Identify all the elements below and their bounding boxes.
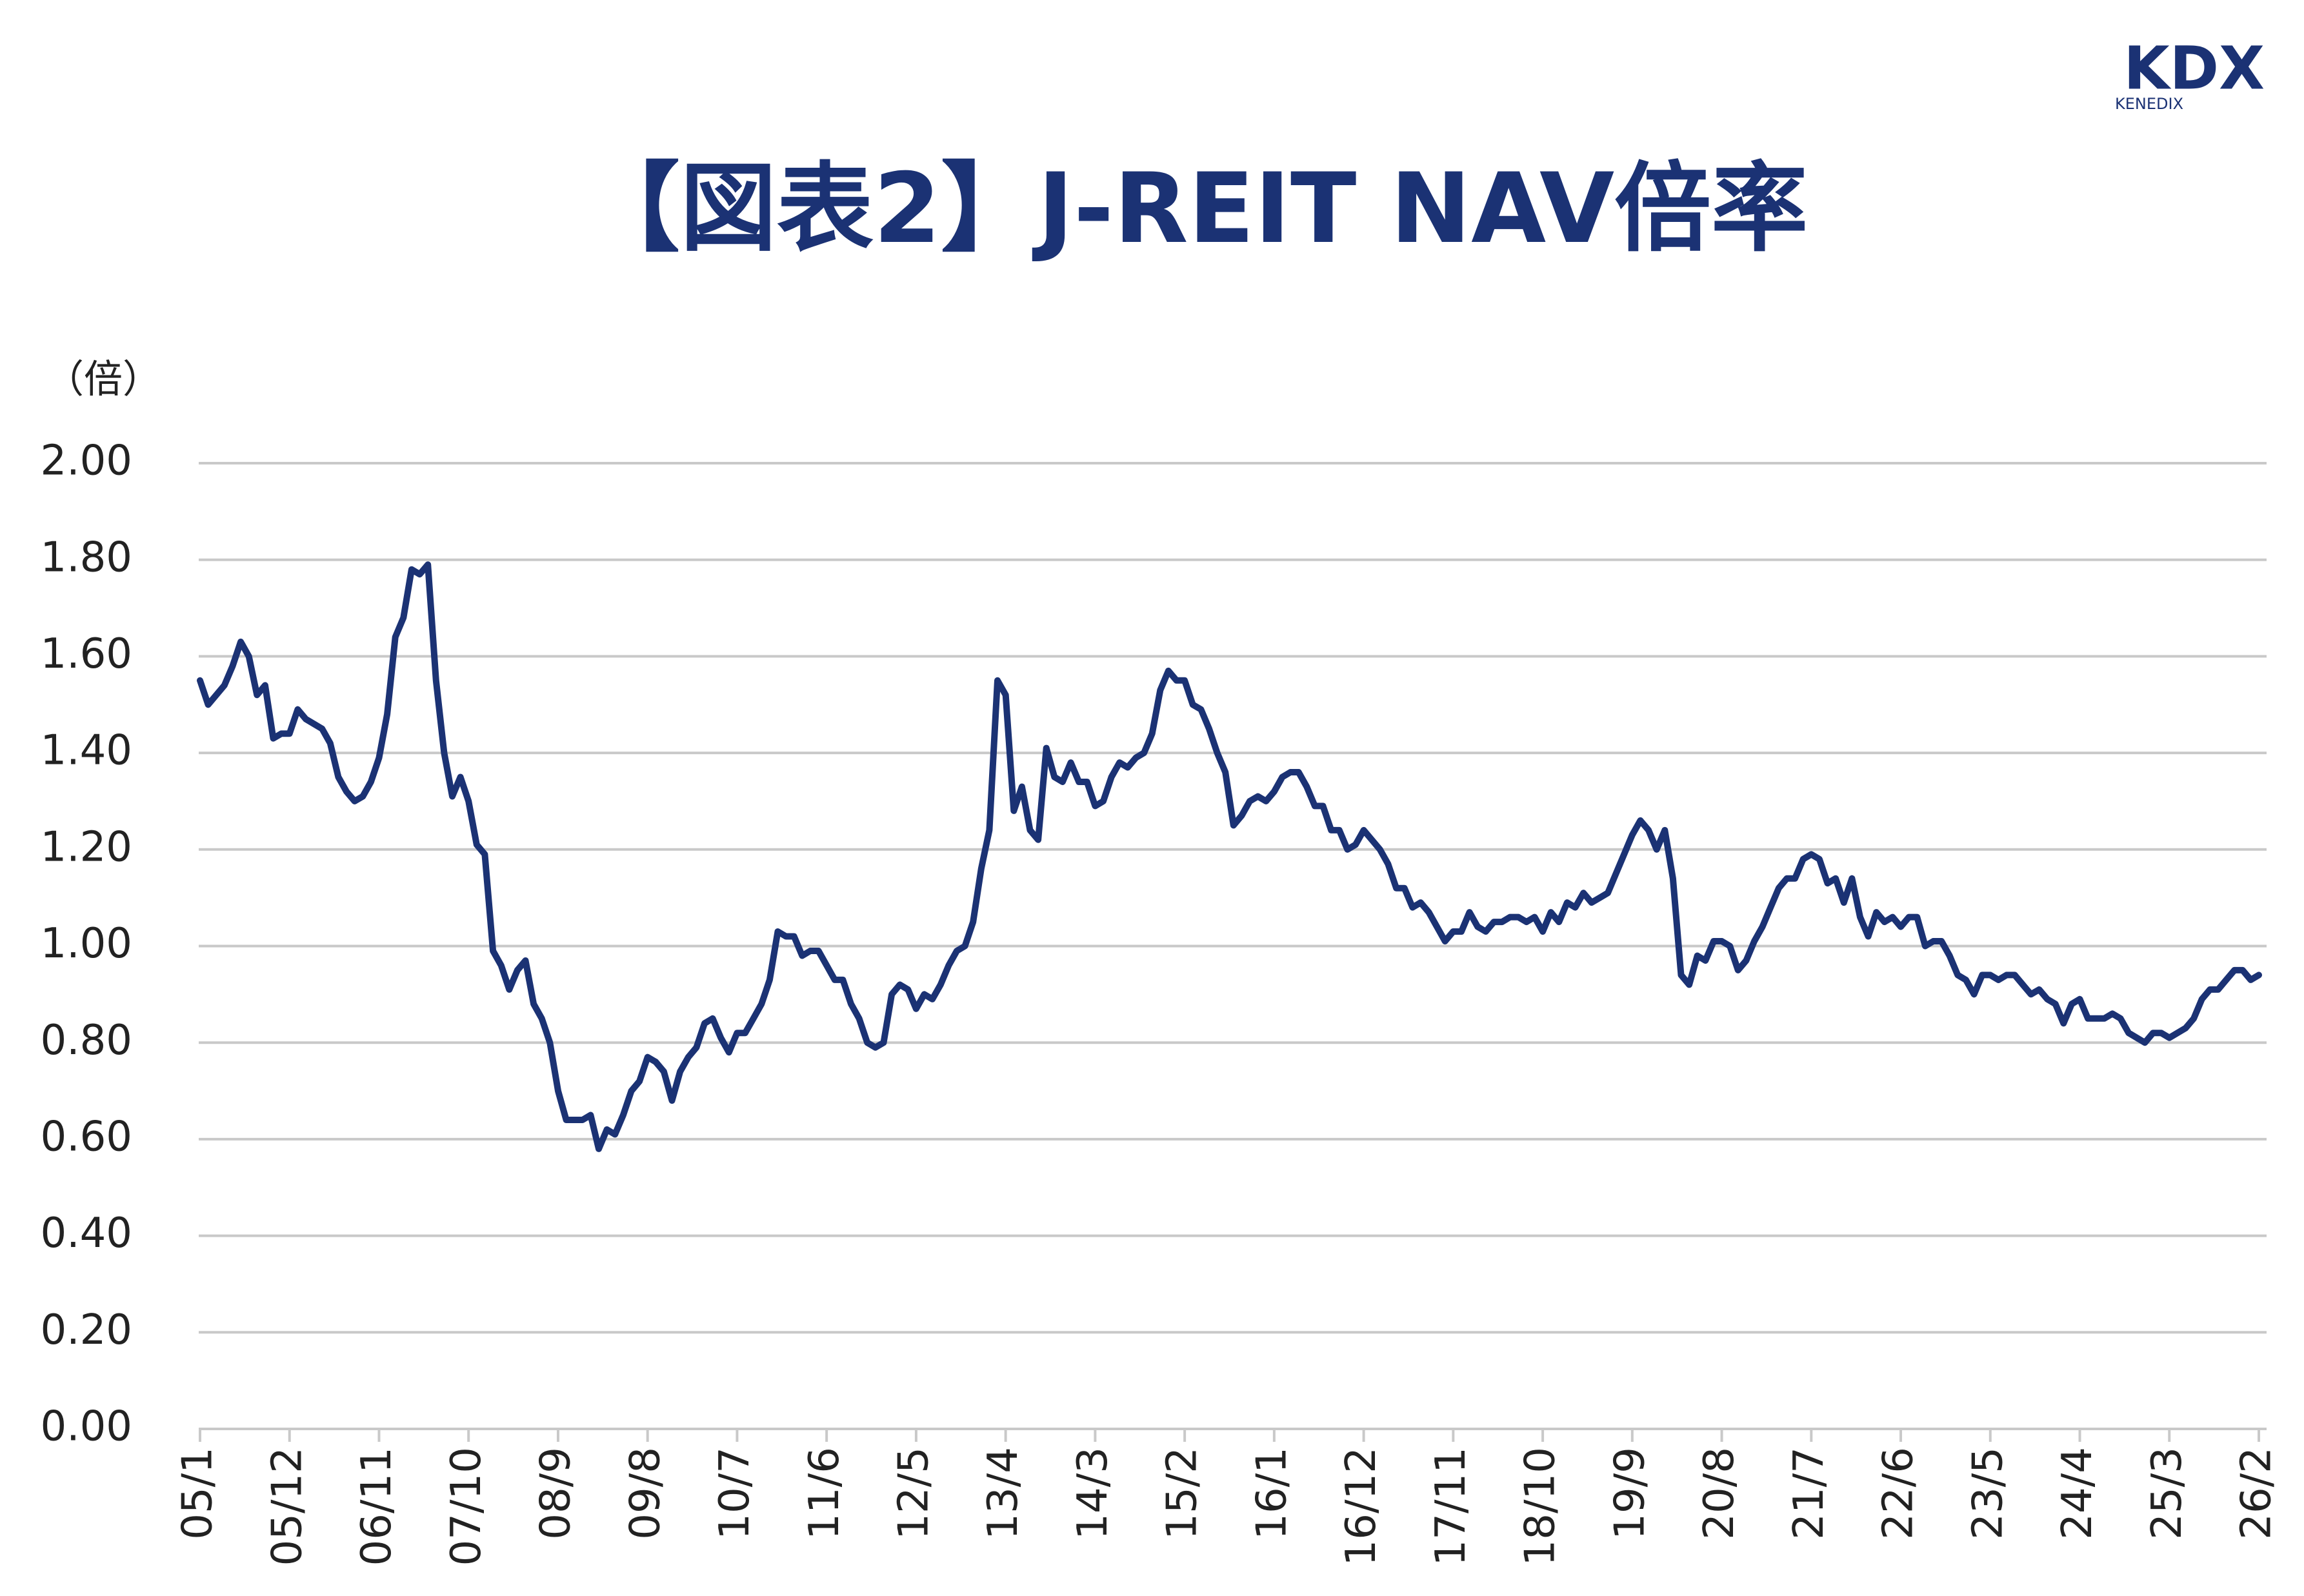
x-tick-label: 16/1	[1248, 1447, 1296, 1540]
x-tick-label: 19/9	[1606, 1447, 1654, 1540]
x-tick-label: 05/12	[263, 1447, 311, 1566]
x-tick-label: 17/11	[1427, 1447, 1475, 1566]
x-tick-label: 09/8	[621, 1447, 669, 1540]
x-tick-label: 11/6	[801, 1447, 848, 1540]
x-tick-label: 13/4	[979, 1447, 1027, 1540]
x-tick-label: 07/10	[443, 1447, 490, 1566]
x-tick-label: 22/6	[1875, 1447, 1923, 1540]
x-tick-label: 23/5	[1964, 1447, 2012, 1540]
x-tick-label: 21/7	[1785, 1447, 1833, 1540]
data-line	[197, 561, 2262, 1152]
logo-mark: KDX	[2123, 34, 2265, 103]
x-tick-label: 15/2	[1159, 1447, 1207, 1540]
y-tick-label: 2.00	[41, 437, 133, 485]
x-tick-label: 10/7	[711, 1447, 759, 1540]
y-tick-label: 0.40	[41, 1210, 133, 1257]
y-tick-label: 0.60	[41, 1113, 133, 1161]
y-tick-label: 1.60	[41, 630, 133, 678]
x-tick-label: 20/8	[1696, 1447, 1743, 1540]
x-tick-label: 08/9	[532, 1447, 580, 1540]
y-tick-label: 0.00	[41, 1403, 133, 1451]
x-tick-label: 05/1	[174, 1447, 222, 1540]
y-tick-label: 1.20	[41, 823, 133, 871]
x-tick-label: 25/3	[2143, 1447, 2191, 1540]
y-tick-label: 0.20	[41, 1306, 133, 1354]
x-tick-label: 06/11	[353, 1447, 401, 1566]
x-tick-label: 26/2	[2233, 1447, 2281, 1540]
x-tick-label: 14/3	[1069, 1447, 1117, 1540]
x-tick-label: 24/4	[2054, 1447, 2101, 1540]
x-tick-label: 12/5	[890, 1447, 937, 1540]
logo-name: KENEDIX	[2115, 95, 2183, 113]
x-tick-label: 16/12	[1337, 1447, 1385, 1566]
y-tick-label: 1.40	[41, 727, 133, 775]
chart-title: 【図表2】J-REIT NAV倍率	[583, 153, 1808, 265]
y-tick-label: 1.80	[41, 534, 133, 581]
y-tick-label: 1.00	[41, 920, 133, 968]
y-tick-label: 0.80	[41, 1017, 133, 1064]
y-axis-label: （倍）	[45, 357, 161, 403]
x-tick-label: 18/10	[1517, 1447, 1565, 1566]
